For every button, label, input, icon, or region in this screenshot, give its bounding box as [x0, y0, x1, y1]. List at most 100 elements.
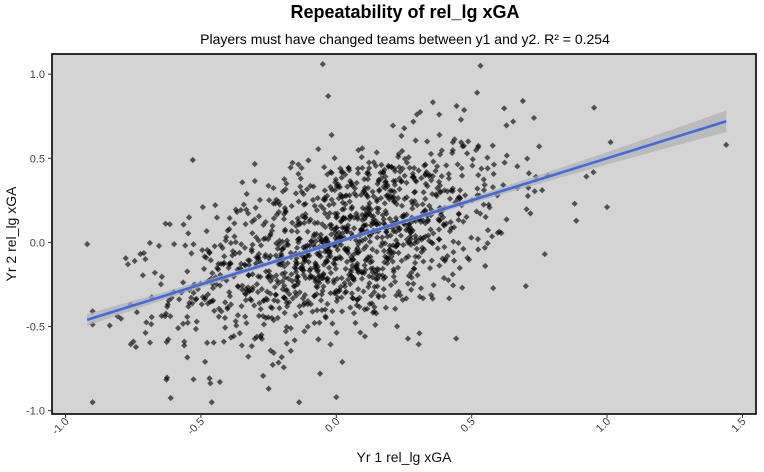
data-point	[311, 293, 318, 300]
data-point	[265, 255, 272, 262]
data-point	[380, 286, 387, 293]
data-point	[351, 190, 358, 197]
data-point	[209, 284, 217, 292]
data-point	[409, 170, 416, 177]
data-point	[298, 164, 305, 172]
data-point	[287, 347, 294, 354]
data-point	[355, 286, 362, 293]
data-point	[444, 252, 451, 260]
data-point	[450, 282, 457, 289]
data-point	[391, 165, 398, 172]
data-point	[474, 236, 482, 243]
data-point	[407, 229, 414, 236]
data-point	[192, 325, 200, 333]
data-point	[324, 278, 331, 285]
data-point	[349, 182, 356, 189]
data-point	[236, 249, 243, 256]
data-point	[300, 301, 307, 308]
data-point	[280, 364, 287, 371]
data-point	[422, 233, 429, 240]
data-point	[331, 155, 338, 162]
data-point	[360, 288, 367, 295]
data-point	[347, 280, 354, 288]
data-point	[363, 243, 370, 250]
data-point	[84, 240, 91, 248]
data-point	[415, 341, 422, 348]
data-point	[185, 230, 192, 237]
data-point	[304, 186, 311, 193]
data-point	[480, 201, 487, 208]
data-point	[241, 244, 248, 251]
data-point	[391, 278, 399, 285]
data-point	[262, 218, 269, 226]
data-point	[440, 214, 447, 221]
data-point	[281, 210, 288, 218]
data-point	[369, 188, 376, 195]
data-point	[279, 286, 286, 293]
data-point	[501, 105, 508, 112]
data-point	[335, 183, 342, 191]
data-point	[365, 171, 373, 178]
data-point	[335, 229, 342, 236]
data-point	[209, 270, 216, 277]
data-point	[320, 196, 327, 203]
data-point	[299, 213, 306, 220]
data-point	[403, 194, 410, 201]
data-point	[475, 172, 482, 179]
data-point	[217, 260, 225, 267]
data-point	[302, 210, 309, 218]
data-point	[279, 188, 287, 195]
data-point	[297, 175, 304, 182]
data-point	[224, 227, 231, 234]
data-point	[294, 281, 301, 288]
data-point	[243, 190, 250, 198]
data-point	[288, 227, 295, 235]
data-point	[337, 283, 344, 290]
confidence-band	[87, 110, 727, 326]
data-point	[331, 229, 339, 236]
data-point	[393, 292, 400, 299]
data-point	[486, 204, 493, 211]
data-point	[252, 204, 259, 211]
data-point	[396, 175, 403, 182]
data-point	[366, 238, 374, 245]
data-point	[304, 298, 311, 305]
data-point	[444, 188, 451, 195]
data-point	[331, 256, 338, 263]
data-point	[445, 175, 453, 182]
data-point	[434, 245, 441, 252]
data-point	[175, 325, 182, 332]
data-point	[380, 247, 388, 254]
data-point	[331, 289, 338, 297]
data-point	[438, 173, 445, 180]
data-point	[365, 209, 372, 216]
data-point	[146, 239, 154, 247]
data-point	[398, 202, 406, 209]
data-point	[412, 253, 419, 260]
data-point	[424, 138, 431, 145]
data-point	[142, 329, 149, 336]
data-point	[366, 164, 373, 172]
data-point	[289, 219, 296, 226]
data-point	[222, 324, 229, 331]
data-point	[401, 125, 408, 132]
y-tick-label: -0.5	[26, 322, 45, 334]
x-axis-title: Yr 1 rel_lg xGA	[357, 449, 453, 465]
data-point	[337, 255, 345, 262]
data-point	[365, 283, 372, 291]
data-point	[453, 102, 460, 110]
data-point	[184, 354, 191, 361]
data-point	[269, 222, 276, 230]
data-point	[297, 220, 304, 227]
data-point	[292, 222, 300, 230]
data-point	[379, 272, 386, 279]
data-point	[289, 295, 296, 302]
data-point	[386, 246, 394, 253]
data-point	[193, 295, 200, 302]
data-point	[478, 165, 485, 172]
data-point	[361, 262, 368, 269]
data-point	[269, 361, 276, 368]
data-point	[390, 273, 397, 280]
data-point	[273, 240, 280, 247]
data-point	[322, 248, 329, 255]
